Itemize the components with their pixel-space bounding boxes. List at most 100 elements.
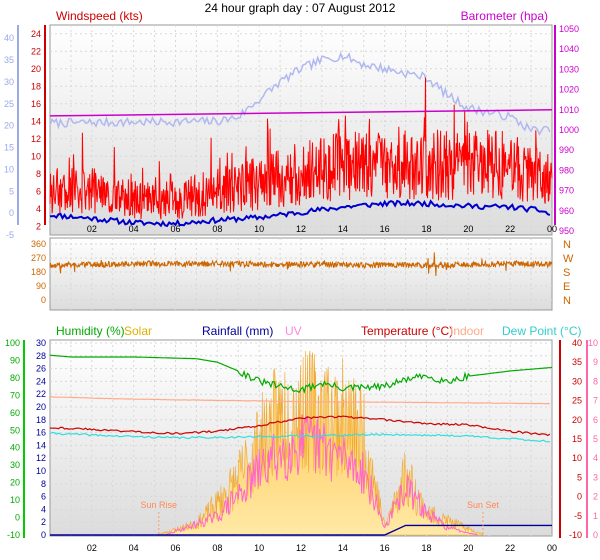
temperature-tick: -5 [574,511,582,521]
uv-tick: 6 [593,415,598,425]
wind-x-tick: 00 [547,224,557,234]
wind-inner-tick: 10 [31,151,41,161]
rainfall-tick: 12 [36,453,46,463]
rainfall-tick: 14 [36,440,46,450]
barometer-tick: 1000 [559,125,579,135]
wind-outer-tick: 35 [4,55,14,65]
uv-line [164,414,478,536]
barometer-tick: 1030 [559,64,579,74]
wind-barometer-panel: Windspeed (kts) Barometer (hpa) 40353025… [4,9,579,240]
uv-tick: 4 [593,453,598,463]
direction-tick: 270 [31,253,46,263]
weather-panel: 1009080706050403020100-10302826242220181… [5,338,598,553]
wind-outer-tick: 20 [4,121,14,131]
humidity-tick: -10 [7,530,20,540]
uv-tick: 7 [593,396,598,406]
legend-rainfall: Rainfall (mm) [202,324,273,338]
chart-title: 24 hour graph day : 07 August 2012 [205,1,396,15]
wind-x-tick: 02 [87,224,97,234]
weather-x-tick: 04 [129,543,139,553]
wind-outer-tick: 25 [4,99,14,109]
wind-x-tick: 22 [505,224,515,234]
wind-inner-tick: 22 [31,46,41,56]
rainfall-tick: 0 [41,530,46,540]
humidity-tick: 90 [10,355,20,365]
weather-x-tick: 12 [296,543,306,553]
rainfall-tick: 20 [36,402,46,412]
direction-tick: 360 [31,239,46,249]
wind-inner-tick: 20 [31,64,41,74]
compass-label: E [563,281,570,293]
compass-label: N [563,295,571,307]
humidity-tick: 10 [10,495,20,505]
legend-uv: UV [285,324,302,338]
rainfall-tick: 26 [36,364,46,374]
sun-rise-label: Sun Rise [141,500,178,510]
wind-gust-line [49,77,553,220]
direction-tick: 90 [36,281,46,291]
rainfall-tick: 24 [36,376,46,386]
legend-humidity: Humidity (%) [56,324,125,338]
wind-outer-tick: 30 [4,77,14,87]
humidity-tick: 20 [10,478,20,488]
uv-tick: 10 [588,338,598,348]
rainfall-tick: 8 [41,479,46,489]
uv-tick: 5 [593,434,598,444]
uv-tick: 8 [593,376,598,386]
weather-x-tick: 16 [380,543,390,553]
barometer-tick: 960 [559,206,574,216]
wind-outer-tick: 0 [9,208,14,218]
rainfall-tick: 30 [36,338,46,348]
rainfall-tick: 22 [36,389,46,399]
humidity-tick: 100 [5,338,20,348]
weather-x-tick: 10 [254,543,264,553]
wind-x-tick: 18 [421,224,431,234]
wind-outer-tick: -5 [6,230,14,240]
wind-outer-tick: 10 [4,164,14,174]
barometer-tick: 1010 [559,105,579,115]
humidity-tick: 80 [10,373,20,383]
sun-set-label: Sun Set [467,500,500,510]
uv-tick: 0 [593,530,598,540]
legend-indoor: Indoor [450,324,484,338]
wind-inner-tick: 8 [36,169,41,179]
rainfall-tick: 18 [36,415,46,425]
rainfall-tick: 6 [41,492,46,502]
legend-temperature: Temperature (°C) [361,324,453,338]
direction-grid [50,238,552,310]
wind-average-line [50,198,551,228]
weather-x-tick: 02 [87,543,97,553]
wind-inner-tick: 12 [31,134,41,144]
wind-inner-tick: 2 [36,221,41,231]
rainfall-tick: 4 [41,504,46,514]
uv-tick: 9 [593,357,598,367]
humidity-tick: 50 [10,425,20,435]
weather-x-tick: 14 [338,543,348,553]
temperature-tick: 5 [577,472,582,482]
direction-tick: 180 [31,267,46,277]
temperature-line [49,415,551,437]
uv-tick: 3 [593,472,598,482]
temperature-tick: 15 [572,434,582,444]
rainfall-tick: 2 [41,517,46,527]
temperature-tick: 10 [572,453,582,463]
wind-outer-tick: 5 [9,186,14,196]
rainfall-tick: 10 [36,466,46,476]
uv-tick: 2 [593,492,598,502]
wind-inner-tick: 4 [36,204,41,214]
dew-point-line [49,431,550,443]
wind-outer-tick: 15 [4,143,14,153]
legend-dew-point: Dew Point (°C) [502,324,581,338]
wind-x-tick: 14 [338,224,348,234]
wind-x-tick: 10 [254,224,264,234]
uv-tick: 1 [593,511,598,521]
temperature-tick: 30 [572,376,582,386]
rainfall-tick: 16 [36,428,46,438]
compass-label: S [563,267,570,279]
barometer-tick: 990 [559,145,574,155]
direction-tick: 0 [41,295,46,305]
weather-x-tick: 22 [505,543,515,553]
wind-direction-line [49,252,553,277]
